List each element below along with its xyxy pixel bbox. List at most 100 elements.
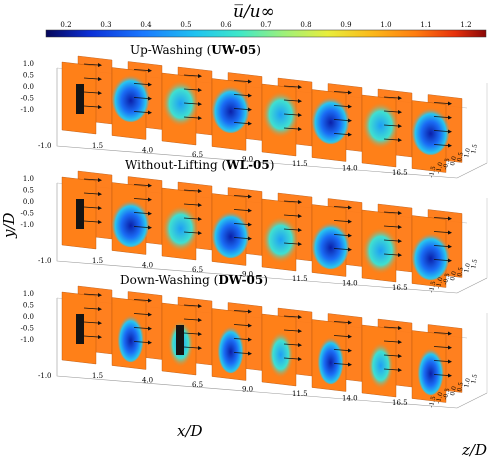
velocity-arrow xyxy=(83,63,99,66)
x-tick-label: 11.5 xyxy=(292,390,308,398)
velocity-arrow xyxy=(283,99,299,102)
velocity-arrow-head xyxy=(398,368,402,372)
wake-region xyxy=(367,342,394,390)
velocity-arrow-head xyxy=(198,231,202,235)
velocity-arrow xyxy=(383,340,399,343)
y-tick-label: 1.0 xyxy=(23,175,34,183)
wake-region xyxy=(312,96,350,144)
wake-region xyxy=(212,210,250,259)
panel-title: Up-Washing (UW-05) xyxy=(130,43,261,57)
velocity-arrow xyxy=(183,346,199,349)
x-min-label: -1.0 xyxy=(38,257,52,265)
velocity-arrow-head xyxy=(98,321,102,325)
velocity-arrow xyxy=(233,108,249,110)
velocity-arrow-head xyxy=(298,357,302,361)
colorbar-tick-label: 0.9 xyxy=(340,21,351,29)
velocity-arrow-head xyxy=(198,318,202,322)
velocity-arrow-head xyxy=(148,298,152,303)
velocity-arrow xyxy=(283,200,299,203)
velocity-arrow-head xyxy=(348,90,352,95)
velocity-arrow-head xyxy=(348,219,352,224)
panel-title: Without-Lifting (WL-05) xyxy=(125,158,274,172)
z-tick-label: -0.5 xyxy=(442,272,451,285)
velocity-arrow xyxy=(283,315,299,318)
colorbar-tick-label: 0.3 xyxy=(100,21,111,29)
velocity-arrow-head xyxy=(98,293,102,297)
velocity-arrow xyxy=(183,74,199,77)
velocity-arrow-head xyxy=(348,205,352,210)
velocity-arrow xyxy=(133,299,149,301)
velocity-arrow-head xyxy=(248,93,252,98)
velocity-arrow xyxy=(83,307,99,310)
x-tick-label: 1.5 xyxy=(92,257,103,265)
z-tick-label: -1.5 xyxy=(428,165,437,178)
z-tick-label: 0.0 xyxy=(449,385,458,396)
velocity-arrow xyxy=(383,211,399,214)
y-tick-label: -0.5 xyxy=(21,325,35,333)
z-tick-label: -1.5 xyxy=(428,395,437,408)
x-min-label: -1.0 xyxy=(38,142,52,150)
velocity-arrow-head xyxy=(148,96,152,101)
velocity-arrow xyxy=(383,124,399,127)
y-tick-label: 0.0 xyxy=(23,83,34,91)
velocity-arrow-head xyxy=(298,85,302,89)
velocity-arrow xyxy=(233,209,249,211)
velocity-arrow-head xyxy=(348,132,352,137)
wake-region xyxy=(112,199,150,248)
velocity-arrow-head xyxy=(248,351,252,356)
x-tick-label: 6.5 xyxy=(192,381,203,389)
y-tick-label: -1.0 xyxy=(21,221,35,229)
velocity-arrow xyxy=(183,231,199,234)
wake-region xyxy=(217,325,244,374)
turbine xyxy=(76,199,84,229)
velocity-arrow-head xyxy=(98,206,102,210)
velocity-arrow xyxy=(83,192,99,195)
velocity-arrow-head xyxy=(448,345,452,350)
colorbar: u̅/u∞ 0.2 0.3 0.4 0.5 0.6 0.7 0.8 0.9 1.0 1.1 1.2 xyxy=(45,2,487,38)
velocity-arrow xyxy=(133,111,149,113)
turbine xyxy=(76,84,84,114)
velocity-arrow-head xyxy=(248,222,252,227)
velocity-arrow-head xyxy=(98,91,102,95)
x-tick-label: 16.5 xyxy=(392,169,408,177)
velocity-arrow-head xyxy=(398,326,402,330)
velocity-arrow-head xyxy=(348,334,352,339)
velocity-arrow-head xyxy=(348,118,352,123)
colorbar-tick-label: 0.6 xyxy=(220,21,232,29)
velocity-arrow-head xyxy=(148,68,152,73)
velocity-arrow-head xyxy=(398,96,402,100)
velocity-arrow xyxy=(83,293,99,296)
velocity-arrow xyxy=(83,220,99,223)
z-tick-label: 0.5 xyxy=(456,381,465,392)
velocity-arrow-head xyxy=(248,309,252,314)
velocity-arrow xyxy=(233,352,249,354)
colorbar-tick-label: 0.2 xyxy=(60,21,71,29)
colorbar-tick-label: 0.7 xyxy=(260,21,271,29)
velocity-arrow xyxy=(133,83,149,85)
velocity-arrow-head xyxy=(448,115,452,120)
velocity-arrow xyxy=(183,189,199,192)
x-tick-label: 14.0 xyxy=(342,395,358,403)
velocity-arrow-head xyxy=(248,79,252,84)
velocity-arrow-head xyxy=(348,348,352,353)
colorbar-label: u̅/u∞ xyxy=(233,2,275,22)
x-tick-label: 16.5 xyxy=(392,399,408,407)
colorbar-tick-label: 0.4 xyxy=(140,21,152,29)
velocity-arrow-head xyxy=(298,343,302,347)
velocity-arrow xyxy=(133,327,149,329)
velocity-arrow-head xyxy=(448,129,452,134)
x-tick-label: 6.5 xyxy=(192,266,203,274)
velocity-arrow-head xyxy=(298,113,302,117)
velocity-arrow-head xyxy=(198,332,202,336)
velocity-arrow-head xyxy=(448,373,452,378)
wake-region xyxy=(212,85,250,133)
velocity-arrow-head xyxy=(398,110,402,114)
velocity-arrow-head xyxy=(248,208,252,213)
wake-region xyxy=(412,107,450,155)
velocity-arrow-head xyxy=(398,239,402,243)
velocity-arrow xyxy=(433,346,449,348)
velocity-arrow-head xyxy=(398,253,402,257)
x-tick-label: 4.0 xyxy=(142,147,153,155)
velocity-arrow xyxy=(183,102,199,105)
velocity-arrow-head xyxy=(198,203,202,207)
